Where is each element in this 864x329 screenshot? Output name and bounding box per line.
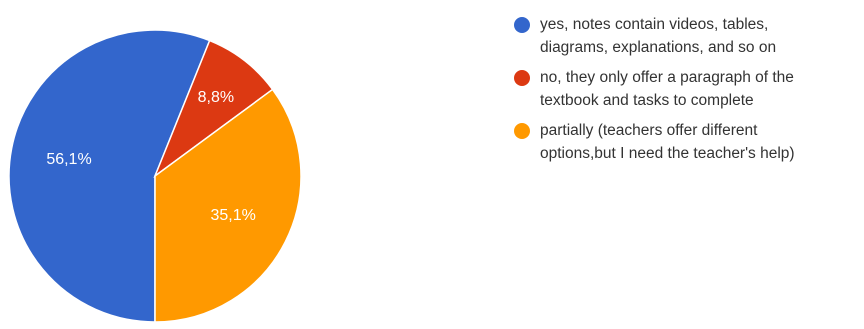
legend-swatch-partially xyxy=(514,123,530,139)
legend-label-partially-line2: options,but I need the teacher's help) xyxy=(540,145,795,162)
pie-data-label-yes: 56,1% xyxy=(46,151,91,168)
legend-label-yes-line1: yes, notes contain videos, tables, xyxy=(540,16,769,33)
legend-swatch-yes xyxy=(514,17,530,33)
legend-label-no-line1: no, they only offer a paragraph of the xyxy=(540,69,794,86)
legend-item-partially[interactable]: partially (teachers offer different opti… xyxy=(513,119,863,165)
pie-slice-no[interactable] xyxy=(153,39,274,179)
legend-item-yes[interactable]: yes, notes contain videos, tables, diagr… xyxy=(513,13,863,59)
legend-label-yes-line2: diagrams, explanations, and so on xyxy=(540,39,777,56)
pie-chart: 56,1% 8,8% 35,1% xyxy=(8,29,302,323)
legend-item-no[interactable]: no, they only offer a paragraph of the t… xyxy=(513,66,863,112)
pie-slice-partially[interactable] xyxy=(154,88,302,323)
legend-label-no-line2: textbook and tasks to complete xyxy=(540,92,754,109)
pie-data-label-no: 8,8% xyxy=(198,89,234,106)
chart-legend: yes, notes contain videos, tables, diagr… xyxy=(513,13,863,172)
pie-data-label-partially: 35,1% xyxy=(210,207,255,224)
legend-label-partially-line1: partially (teachers offer different xyxy=(540,122,758,139)
legend-swatch-no xyxy=(514,70,530,86)
pie-slice-yes[interactable] xyxy=(8,29,211,323)
